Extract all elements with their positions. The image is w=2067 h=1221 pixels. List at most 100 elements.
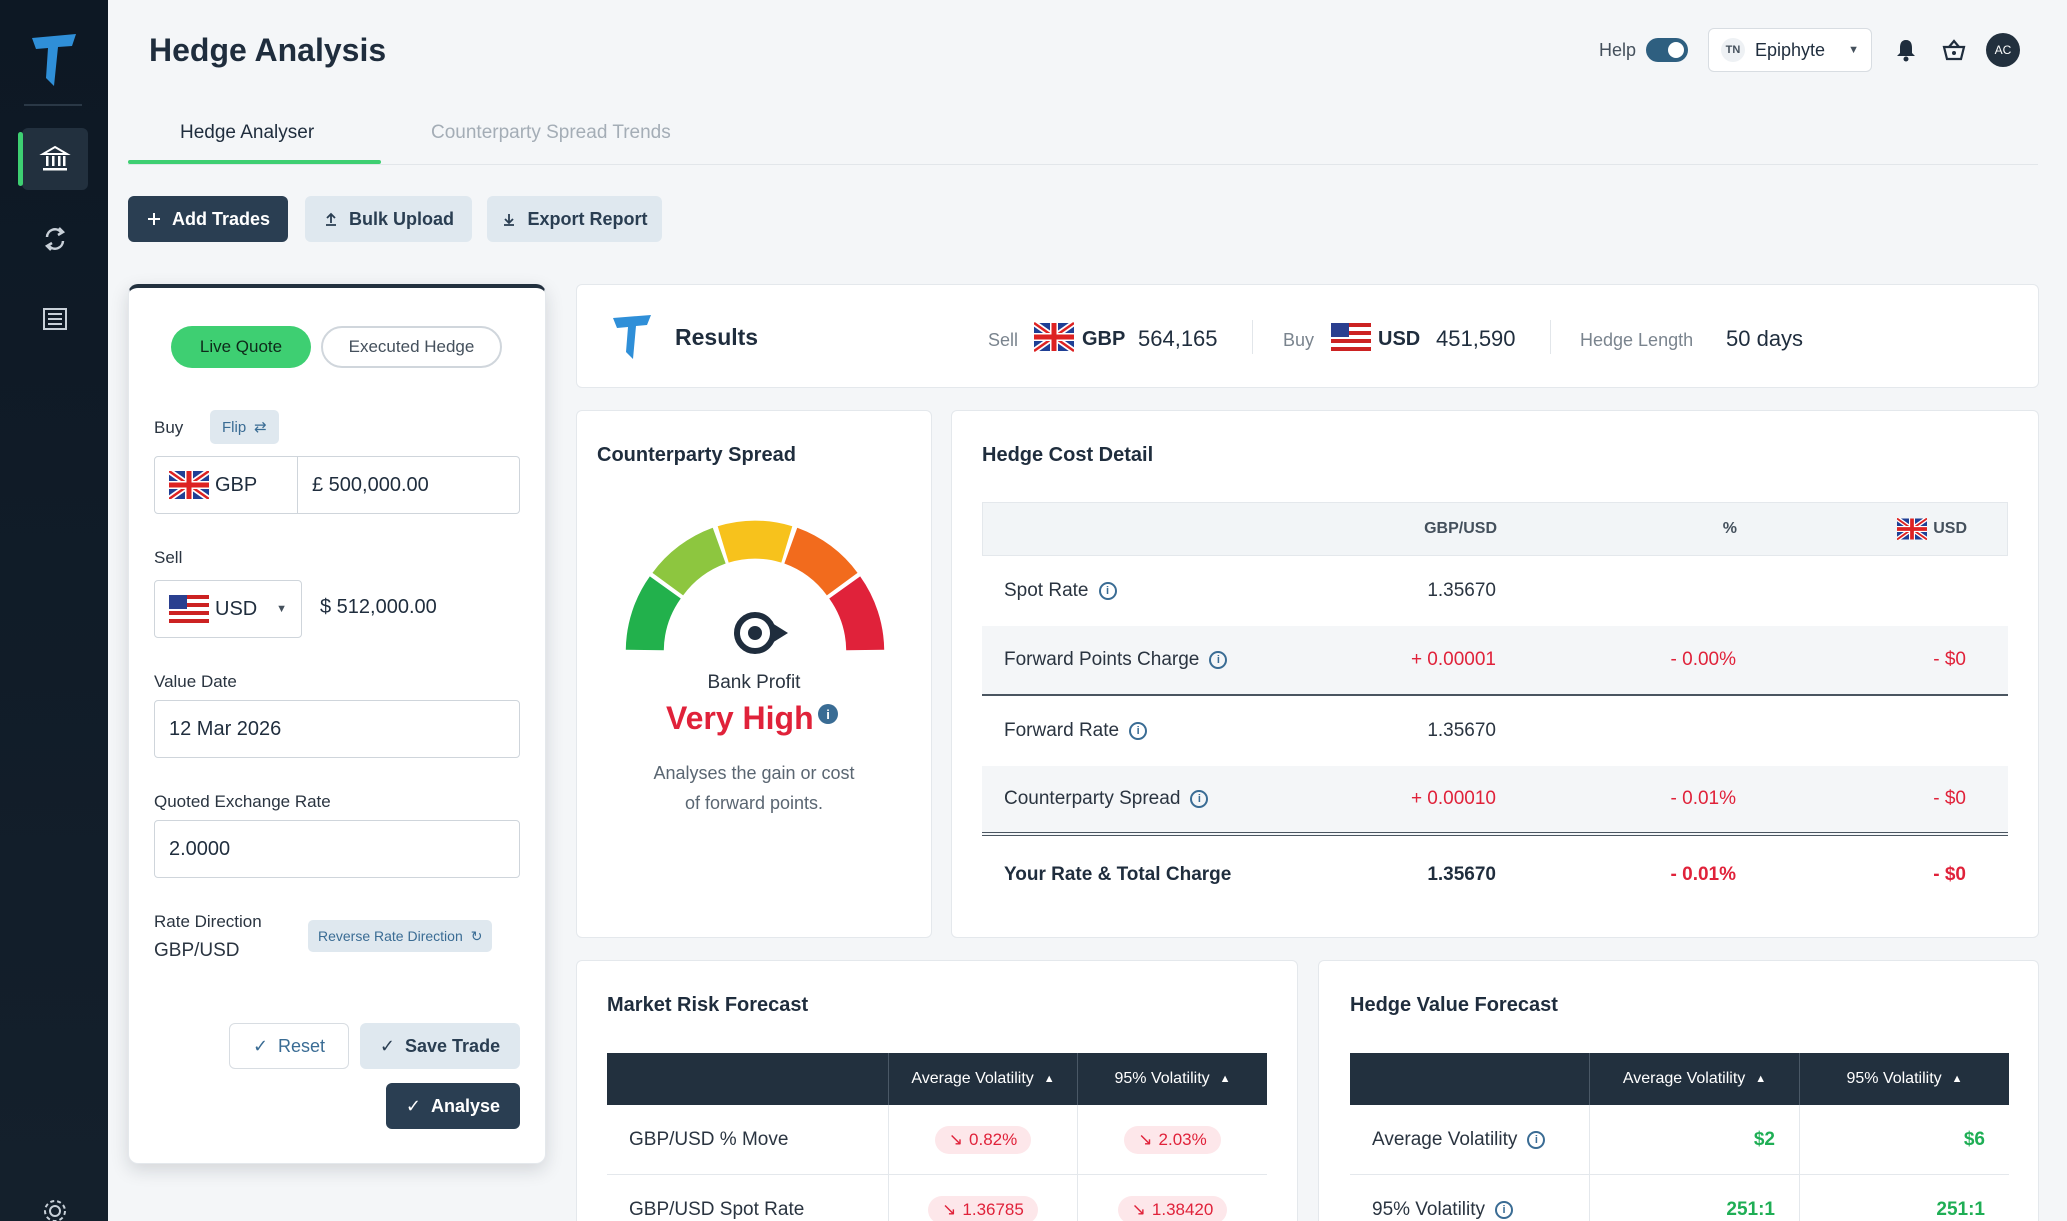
row-label: Counterparty Spread <box>1004 788 1181 809</box>
tabs-divider <box>128 164 2038 165</box>
export-report-button[interactable]: Export Report <box>487 196 662 242</box>
add-trades-label: Add Trades <box>171 208 271 229</box>
sell-amount[interactable]: $ 512,000.00 <box>320 596 437 618</box>
reverse-label: Reverse Rate Direction <box>318 928 463 944</box>
upload-icon <box>325 212 336 226</box>
swap-icon: ⇄ <box>254 419 267 436</box>
sidebar-divider <box>24 104 82 106</box>
sidebar-item-hedge-analysis[interactable] <box>18 128 88 190</box>
row-pct: - 0.01% <box>1670 864 1736 885</box>
basket-button[interactable] <box>1940 36 1968 64</box>
buy-amount-input[interactable]: £ 500,000.00 <box>298 456 520 514</box>
sidebar <box>0 0 108 1221</box>
row-avg: 251:1 <box>1589 1175 1799 1221</box>
download-icon <box>504 214 515 226</box>
info-icon[interactable]: i <box>818 704 838 724</box>
buy-label: Buy <box>154 418 184 437</box>
row-label: GBP/USD Spot Rate <box>629 1198 805 1220</box>
avatar[interactable]: AC <box>1986 33 2020 67</box>
executed-hedge-toggle[interactable]: Executed Hedge <box>321 326 502 368</box>
reset-label: Reset <box>278 1035 326 1056</box>
reverse-rate-direction-button[interactable]: Reverse Rate Direction ↻ <box>308 920 493 952</box>
hedge-value-title: Hedge Value Forecast <box>1350 994 1558 1016</box>
row-avg: $2 <box>1589 1105 1799 1174</box>
trend-down-icon: ↘ <box>1138 1129 1153 1149</box>
notifications-button[interactable] <box>1892 36 1920 64</box>
row-rate: 1.35670 <box>1427 580 1496 601</box>
row-usd-value: - $0 <box>1933 864 1966 885</box>
market-risk-title: Market Risk Forecast <box>607 994 809 1016</box>
refresh-icon: ↻ <box>470 927 483 944</box>
move-badge: ↘ 1.36785 <box>928 1195 1038 1221</box>
bank-icon <box>39 145 71 171</box>
tab-hedge-analyser[interactable]: Hedge Analyser <box>180 122 315 143</box>
save-trade-button[interactable]: ✓ Save Trade <box>360 1023 520 1069</box>
us-flag-icon <box>1331 323 1371 351</box>
sell-currency-select[interactable]: USD ▼ <box>154 580 302 638</box>
sidebar-item-reports[interactable] <box>22 288 88 350</box>
check-icon: ✓ <box>252 1035 269 1056</box>
tab-counterparty-spread-trends[interactable]: Counterparty Spread Trends <box>431 122 671 143</box>
row-rate: + 0.00010 <box>1410 788 1496 809</box>
app-logo[interactable] <box>28 30 80 90</box>
analyse-button[interactable]: ✓ Analyse <box>386 1083 520 1129</box>
uk-flag-icon <box>1897 518 1928 540</box>
row-usd: - $0 <box>1736 788 1986 810</box>
info-icon[interactable]: i <box>1190 790 1209 808</box>
spread-desc-line1: Analyses the gain or cost <box>653 763 855 783</box>
table-row: 95% Volatility i 251:1 251:1 <box>1350 1175 2009 1221</box>
header-avg: Average Volatility <box>1622 1070 1746 1087</box>
sort-95-volatility[interactable]: 95% Volatility ▲ <box>1077 1053 1267 1105</box>
spread-level: Very High <box>666 700 814 736</box>
active-tab-indicator <box>128 160 381 164</box>
hedge-cost-table: GBP/USD % USD Spot Rate i 1.35670 Forward… <box>982 502 2008 914</box>
bell-icon <box>1897 40 1915 62</box>
sell-currency: USD <box>215 597 258 620</box>
sort-average-volatility[interactable]: Average Volatility ▲ <box>888 1053 1077 1105</box>
check-icon: ✓ <box>405 1095 422 1116</box>
results-buy-currency: USD <box>1378 328 1421 350</box>
uk-flag-icon <box>169 471 209 499</box>
buy-currency: GBP <box>215 473 258 496</box>
list-icon <box>43 308 67 330</box>
flip-button[interactable]: Flip ⇄ <box>210 410 279 444</box>
add-trades-button[interactable]: Add Trades <box>128 196 288 242</box>
sidebar-item-exchange[interactable] <box>22 208 88 270</box>
rate-direction-value: GBP/USD <box>154 940 240 961</box>
sort-95-volatility[interactable]: 95% Volatility ▲ <box>1799 1053 2009 1105</box>
check-icon: ✓ <box>379 1035 396 1056</box>
tenant-selector[interactable]: TN Epiphyte ▼ <box>1708 28 1872 72</box>
table-row: Spot Rate i 1.35670 <box>982 556 2008 626</box>
export-report-label: Export Report <box>527 208 648 229</box>
value-date-input[interactable]: 12 Mar 2026 <box>154 700 520 758</box>
row-usd-value: - $0 <box>1933 788 1966 809</box>
row-p95: $6 <box>1799 1105 2009 1174</box>
analyse-label: Analyse <box>431 1095 501 1116</box>
results-divider <box>1252 320 1253 354</box>
results-logo-icon <box>613 315 651 359</box>
header-label <box>607 1053 888 1105</box>
info-icon[interactable]: i <box>1495 1200 1514 1219</box>
row-rate: + 0.00001 <box>1410 649 1496 670</box>
help-toggle[interactable] <box>1646 38 1688 62</box>
buy-currency-select[interactable]: GBP <box>154 456 298 514</box>
sort-average-volatility[interactable]: Average Volatility ▲ <box>1589 1053 1799 1105</box>
save-trade-label: Save Trade <box>405 1035 501 1056</box>
info-icon[interactable]: i <box>1527 1130 1546 1149</box>
move-badge: ↘ 2.03% <box>1124 1125 1221 1154</box>
table-row: Forward Rate i 1.35670 <box>982 696 2008 766</box>
reset-button[interactable]: ✓ Reset <box>229 1023 349 1069</box>
row-avg: 0.82% <box>969 1129 1018 1149</box>
table-row: Counterparty Spread i + 0.00010 - 0.01% -… <box>982 766 2008 836</box>
row-usd: - $0 <box>1736 864 1986 886</box>
row-usd: - $0 <box>1736 649 1986 671</box>
info-icon[interactable]: i <box>1129 722 1148 740</box>
live-quote-toggle[interactable]: Live Quote <box>171 326 311 368</box>
sidebar-item-settings[interactable] <box>22 1180 88 1221</box>
quoted-rate-input[interactable]: 2.0000 <box>154 820 520 878</box>
info-icon[interactable]: i <box>1209 651 1228 669</box>
bulk-upload-button[interactable]: Bulk Upload <box>305 196 472 242</box>
info-icon[interactable]: i <box>1098 582 1117 600</box>
trend-down-icon: ↘ <box>942 1199 957 1219</box>
gear-icon <box>44 1200 66 1221</box>
